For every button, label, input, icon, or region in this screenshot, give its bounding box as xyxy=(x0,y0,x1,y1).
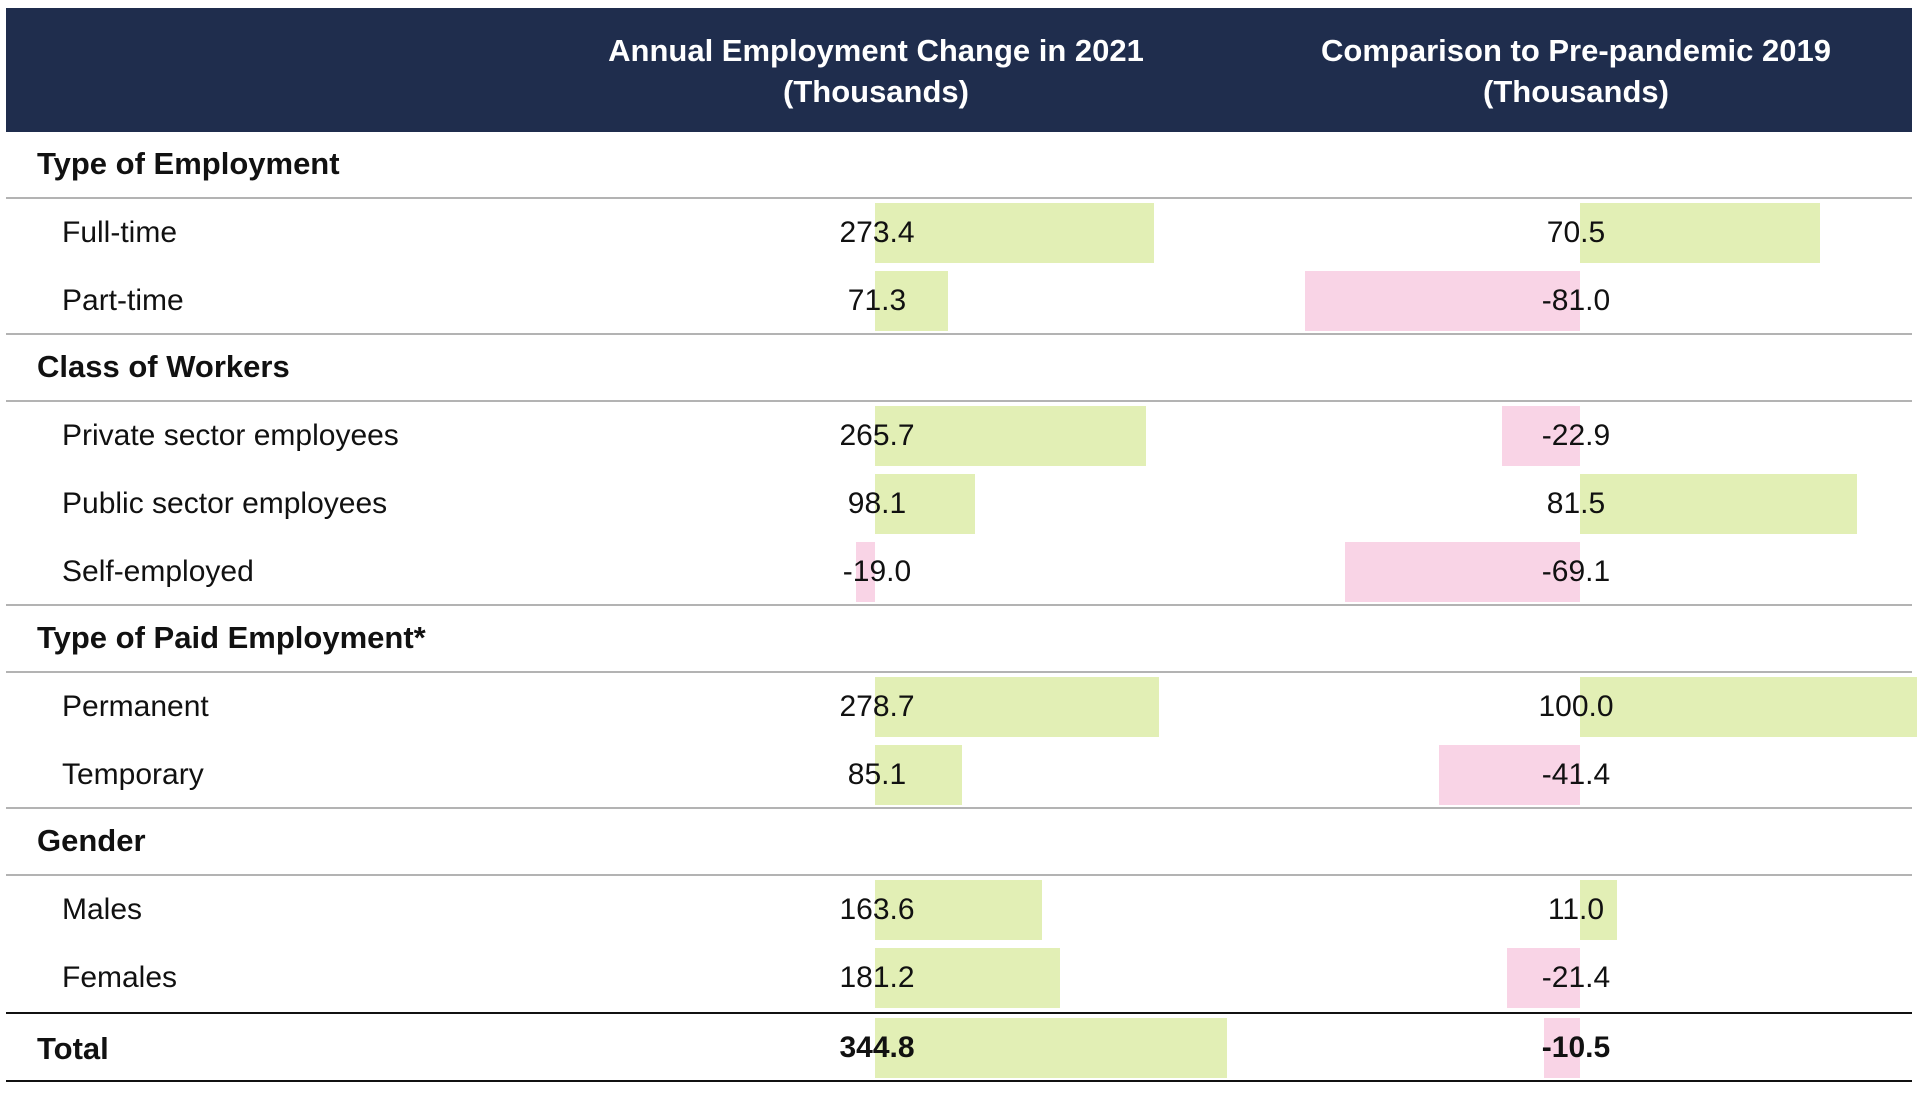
row-label: Self-employed xyxy=(62,555,254,588)
value-cell: 81.5 xyxy=(1546,487,1606,520)
value-cell: -81.0 xyxy=(1541,284,1611,317)
section-title: Type of Paid Employment* xyxy=(37,620,426,655)
table-header: Annual Employment Change in 2021 (Thousa… xyxy=(6,8,1912,132)
section-header: Gender xyxy=(6,809,1912,876)
value-cell: 273.4 xyxy=(839,216,915,249)
value-cell: -21.4 xyxy=(1541,961,1611,994)
value-cell: 163.6 xyxy=(839,893,915,926)
column-header-vs-2019: Comparison to Pre-pandemic 2019 (Thousan… xyxy=(1321,33,1831,109)
value-cell: 11.0 xyxy=(1547,893,1605,926)
table-row: Permanent 278.7 100.0 xyxy=(6,673,1917,741)
table-row: Public sector employees 98.1 81.5 xyxy=(6,470,1912,538)
total-label: Total xyxy=(37,1031,109,1066)
total-row: Total 344.8 -10.5 xyxy=(6,1012,1912,1082)
column-header-2021-change: Annual Employment Change in 2021 (Thousa… xyxy=(608,33,1144,109)
negative-bar xyxy=(855,542,875,602)
value-cell: 70.5 xyxy=(1546,216,1606,249)
value-cell: -22.9 xyxy=(1541,419,1611,452)
value-cell: -69.1 xyxy=(1541,555,1611,588)
positive-bar xyxy=(875,745,962,805)
negative-bar xyxy=(1544,1018,1580,1078)
table-body: Type of Employment Full-time 273.4 70.5 Part… xyxy=(6,132,1917,1082)
negative-bar xyxy=(1304,271,1580,331)
row-label: Private sector employees xyxy=(62,419,399,452)
table-row: Self-employed -19.0 -69.1 xyxy=(6,538,1912,606)
positive-bar xyxy=(875,271,948,331)
value-cell: 181.2 xyxy=(839,961,915,994)
positive-bar xyxy=(875,406,1146,466)
negative-bar xyxy=(1345,542,1580,602)
table-row: Females 181.2 -21.4 xyxy=(6,944,1912,1012)
value-cell: 85.1 xyxy=(847,758,907,791)
row-label: Females xyxy=(62,961,178,994)
row-label: Temporary xyxy=(62,758,204,791)
row-label: Permanent xyxy=(62,690,209,723)
table-row: Part-time 71.3 -81.0 xyxy=(6,267,1912,335)
value-cell: 71.3 xyxy=(847,284,907,317)
value-cell: 98.1 xyxy=(847,487,907,520)
row-label: Part-time xyxy=(62,284,184,317)
section-header: Class of Workers xyxy=(6,335,1912,402)
positive-bar xyxy=(875,203,1154,263)
positive-bar xyxy=(875,948,1060,1008)
section-title: Class of Workers xyxy=(37,349,290,384)
employment-table: Annual Employment Change in 2021 (Thousa… xyxy=(6,8,1917,1082)
positive-bar xyxy=(1580,677,1917,737)
positive-bar xyxy=(875,880,1042,940)
value-cell: 344.8 xyxy=(839,1031,915,1064)
negative-bar xyxy=(1502,406,1580,466)
positive-bar xyxy=(1580,203,1820,263)
section-title: Gender xyxy=(37,823,146,858)
table-row: Private sector employees 265.7 -22.9 xyxy=(6,402,1912,470)
positive-bar xyxy=(875,677,1160,737)
row-label: Full-time xyxy=(62,216,178,249)
positive-bar xyxy=(1580,474,1858,534)
value-cell: 278.7 xyxy=(839,690,915,723)
negative-bar xyxy=(1507,948,1580,1008)
table-row: Full-time 273.4 70.5 xyxy=(6,199,1912,267)
value-cell: 265.7 xyxy=(839,419,915,452)
negative-bar xyxy=(1439,745,1580,805)
positive-bar xyxy=(1580,880,1618,940)
row-label: Males xyxy=(62,893,143,926)
section-title: Type of Employment xyxy=(37,146,340,181)
section-header: Type of Employment xyxy=(6,132,1912,199)
table-row: Males 163.6 11.0 xyxy=(6,876,1912,944)
value-cell: 100.0 xyxy=(1538,690,1614,723)
value-cell: -10.5 xyxy=(1541,1031,1611,1064)
row-label: Public sector employees xyxy=(62,487,388,520)
section-header: Type of Paid Employment* xyxy=(6,606,1912,673)
positive-bar xyxy=(875,474,976,534)
positive-bar xyxy=(875,1018,1227,1078)
table-row: Temporary 85.1 -41.4 xyxy=(6,741,1912,809)
value-cell: -19.0 xyxy=(842,555,912,588)
value-cell: -41.4 xyxy=(1541,758,1611,791)
